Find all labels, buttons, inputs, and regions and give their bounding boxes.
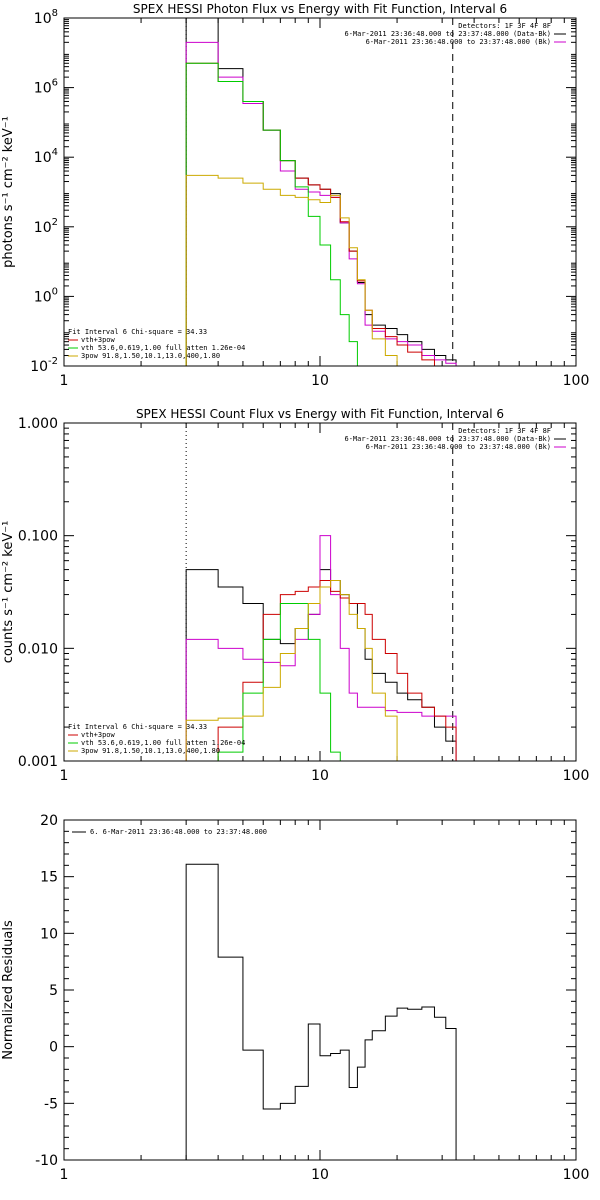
y-tick-label: -5 — [44, 1096, 58, 1112]
y-tick-label: 0.001 — [18, 754, 58, 770]
series-1-histogram — [185, 18, 457, 366]
chart-title: SPEX HESSI Photon Flux vs Energy with Fi… — [133, 2, 507, 16]
chart-title: SPEX HESSI Count Flux vs Energy with Fit… — [136, 407, 504, 421]
y-tick-label: 0.010 — [18, 641, 58, 657]
legend-bottom-entry: Fit Interval 6 Chi-square = 34.33 — [68, 328, 207, 336]
legend-top-entry: Detectors: 1F 3F 4F 8F — [458, 427, 551, 435]
legend-top-entry: Detectors: 1F 3F 4F 8F — [458, 22, 551, 30]
y-tick-exponent: 4 — [52, 147, 58, 158]
legend-top-entry: 6-Mar-2011 23:36:48.000 to 23:37:48.000 … — [344, 30, 551, 38]
y-tick-label: 104 — [34, 147, 58, 166]
y-tick-label: 5 — [49, 983, 58, 999]
legend-bottom-entry: Fit Interval 6 Chi-square = 34.33 — [68, 723, 207, 731]
series-4-histogram — [185, 602, 457, 761]
y-tick-label: 108 — [34, 8, 58, 27]
legend-bottom-entry: vth 53.6,0.619,1.00 full atten 1.26e-04 — [81, 344, 245, 352]
y-tick-exponent: -2 — [48, 356, 58, 367]
legend-top-entry: 6-Mar-2011 23:36:48.000 to 23:37:48.000 … — [366, 38, 551, 46]
series-2-histogram — [185, 41, 457, 366]
legend-bottom-entry: vth 53.6,0.619,1.00 full atten 1.26e-04 — [81, 739, 245, 747]
series-5-histogram — [185, 174, 457, 366]
chart-2: SPEX HESSI Count Flux vs Energy with Fit… — [1, 407, 589, 784]
series-5-histogram — [185, 580, 457, 761]
y-tick-exponent: 0 — [52, 286, 58, 297]
legend-top-entry: 6. 6-Mar-2011 23:36:48.000 to 23:37:48.0… — [90, 828, 267, 836]
y-tick-label: 1.000 — [18, 416, 58, 432]
chart-3: Normalized Residuals 1 10 100 -10 -5 0 5 10 15 20 6… — [1, 813, 589, 1183]
legend-top-entry: 6-Mar-2011 23:36:48.000 to 23:37:48.000 … — [344, 435, 551, 443]
y-tick-label: 0 — [49, 1040, 58, 1056]
series-1-histogram — [185, 569, 457, 761]
y-tick-label: 15 — [40, 870, 58, 886]
y-tick-label: 10 — [40, 926, 58, 942]
y-tick-label: 100 — [34, 286, 58, 305]
plot-frame — [63, 819, 577, 1161]
x-tick-label: 10 — [311, 1167, 329, 1183]
x-tick-label: 100 — [563, 373, 590, 389]
y-tick-label: 0.100 — [18, 529, 58, 545]
y-axis-label: photons s⁻¹ cm⁻² keV⁻¹ — [1, 116, 16, 268]
series-4-histogram — [185, 62, 457, 366]
x-tick-label: 100 — [563, 768, 590, 784]
y-tick-label: 102 — [34, 217, 58, 236]
y-tick-exponent: 2 — [52, 217, 58, 228]
chart-1: SPEX HESSI Photon Flux vs Energy with Fi… — [1, 2, 589, 389]
y-tick-label: 20 — [40, 813, 58, 829]
y-tick-exponent: 8 — [52, 8, 58, 19]
plot-frame — [63, 422, 577, 762]
y-axis-label: Normalized Residuals — [1, 920, 16, 1060]
x-tick-label: 1 — [60, 1167, 69, 1183]
x-tick-label: 100 — [563, 1167, 590, 1183]
legend-bottom-entry: vth+3pow — [81, 731, 116, 739]
y-axis-label: counts s⁻¹ cm⁻² keV⁻¹ — [1, 521, 16, 664]
y-tick-exponent: 6 — [52, 78, 58, 89]
x-tick-label: 1 — [60, 768, 69, 784]
series-3-histogram — [185, 62, 457, 366]
legend-bottom-entry: 3pow 91.8,1.50,10.1,13.0,400,1.80 — [81, 747, 220, 755]
x-tick-label: 10 — [311, 373, 329, 389]
y-tick-label: 10-2 — [30, 356, 58, 375]
series-1-histogram — [185, 863, 457, 1160]
y-tick-label: -10 — [35, 1153, 58, 1169]
x-tick-label: 10 — [311, 768, 329, 784]
legend-top-entry: 6-Mar-2011 23:36:48.000 to 23:37:48.000 … — [366, 443, 551, 451]
legend-bottom-entry: vth+3pow — [81, 336, 116, 344]
legend-bottom-entry: 3pow 91.8,1.50,10.1,13.0,400,1.80 — [81, 352, 220, 360]
plot-frame — [63, 17, 577, 367]
y-tick-label: 106 — [34, 78, 58, 97]
x-tick-label: 1 — [60, 373, 69, 389]
